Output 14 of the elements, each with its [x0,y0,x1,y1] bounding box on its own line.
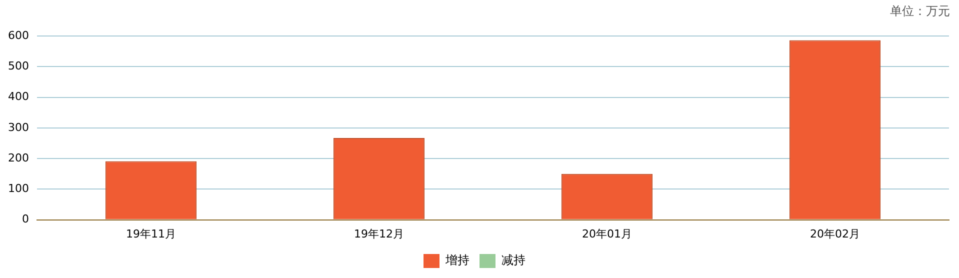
y-tick-label: 500 [8,59,29,72]
y-tick-label: 0 [22,212,29,226]
y-tick-label: 600 [8,28,29,42]
x-tick-label: 19年12月 [354,227,404,240]
legend-label: 增持 [444,253,470,268]
y-tick-label: 300 [8,120,29,134]
y-tick-label: 400 [8,90,29,104]
x-tick-label: 19年11月 [126,227,176,240]
x-tick-label: 20年01月 [582,227,632,240]
y-tick-label: 200 [8,151,29,164]
text: 单位：万元 [890,4,950,18]
y-tick-label: 100 [8,182,29,196]
legend-label: 减持 [502,253,526,268]
x-tick-label: 20年02月 [810,227,860,240]
